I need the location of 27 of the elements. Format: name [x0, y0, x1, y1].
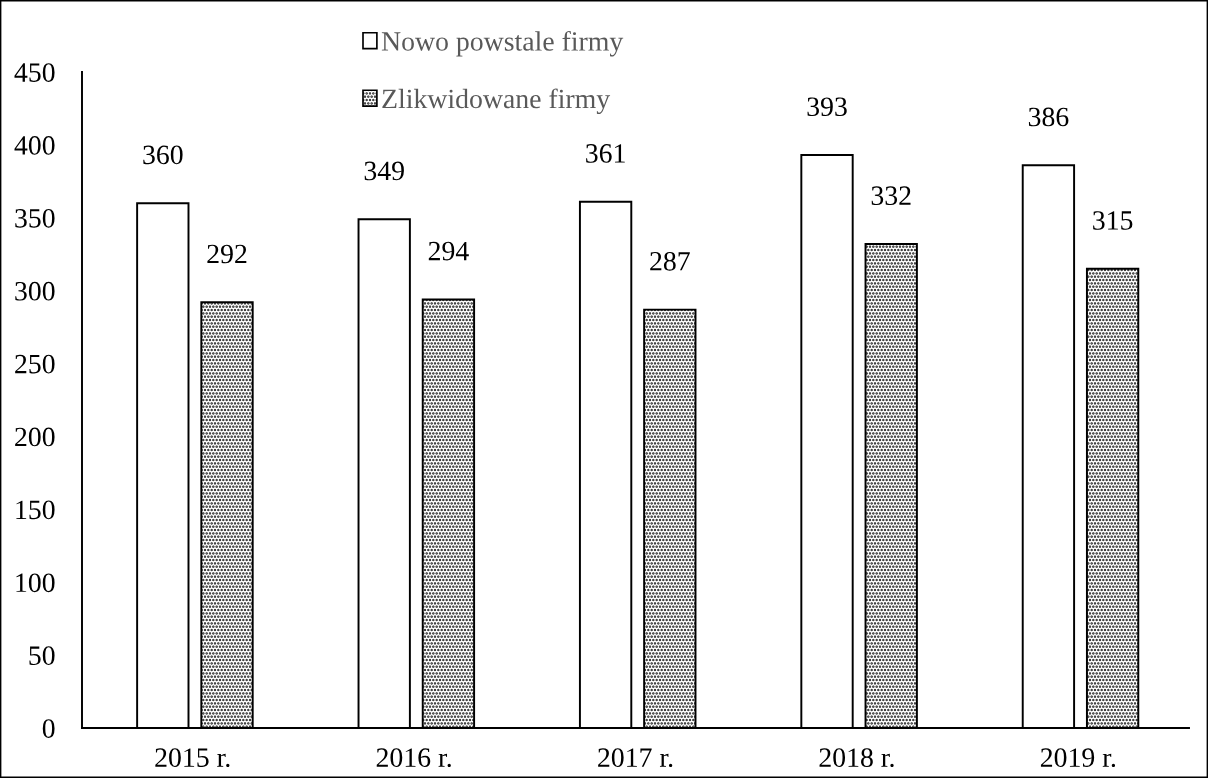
legend-label: Zlikwidowane firmy	[382, 88, 611, 115]
data-label: 315	[1093, 211, 1133, 230]
y-tick-label: 300	[15, 281, 55, 301]
x-tick-label: 2019 r.	[1040, 748, 1116, 768]
y-tick-label: 150	[16, 500, 55, 520]
y-tick-label: 400	[14, 136, 55, 155]
x-tick-label: 2015 r.	[155, 748, 230, 768]
data-label: 292	[207, 244, 247, 264]
x-tick-label: 2016 r.	[376, 748, 451, 768]
y-tick-label: 0	[42, 719, 55, 738]
data-label: 393	[807, 97, 847, 117]
data-label: 360	[143, 145, 183, 165]
y-tick-label: 100	[16, 573, 55, 593]
data-label: 386	[1028, 107, 1069, 127]
data-label: 294	[428, 241, 469, 261]
y-tick-label: 350	[15, 208, 55, 228]
legend-label: Nowo powstale firmy	[381, 31, 624, 57]
y-tick-label: 50	[29, 646, 55, 666]
data-label: 332	[871, 186, 911, 206]
data-label: 349	[364, 161, 404, 181]
x-tick-label: 2017 r.	[598, 748, 673, 768]
x-tick-label: 2018 r.	[819, 748, 894, 768]
data-label: 287	[650, 251, 690, 271]
y-tick-label: 450	[14, 63, 55, 82]
y-tick-label: 200	[15, 427, 55, 447]
y-tick-label: 250	[15, 354, 55, 374]
data-label: 361	[586, 144, 625, 163]
